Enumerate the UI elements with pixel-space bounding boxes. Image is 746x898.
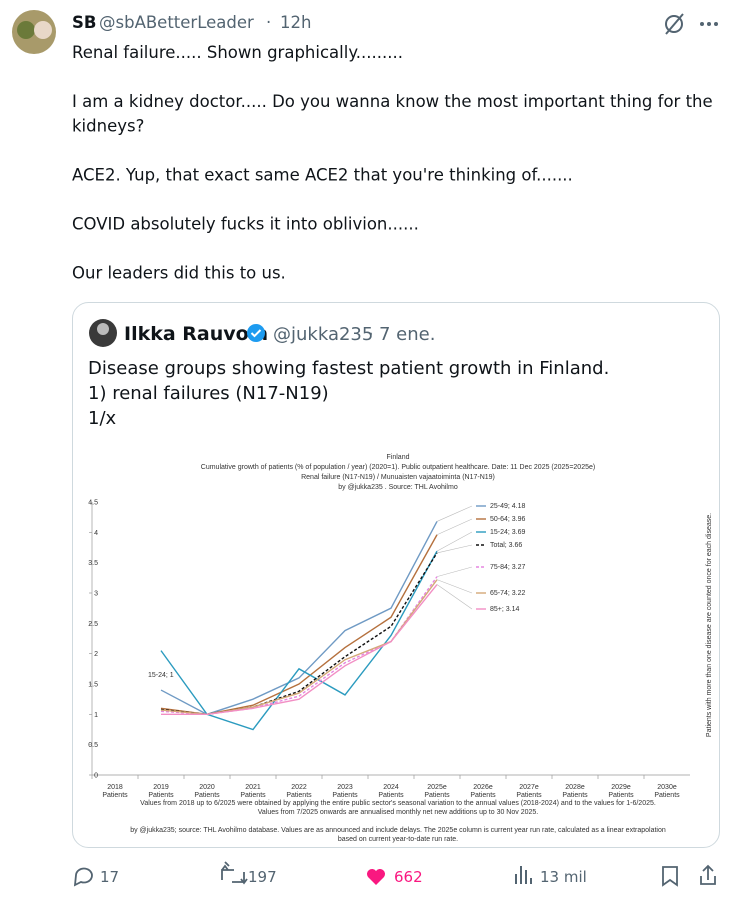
x-tick-sublabel: Patients (194, 792, 220, 799)
y-tick-label: 0 (94, 773, 98, 780)
footnote: Values from 2018 up to 6/2025 were obtai… (140, 800, 656, 807)
bookmark-icon[interactable] (662, 866, 678, 887)
x-tick-sublabel: Patients (102, 792, 128, 799)
x-tick-label: 2027e (519, 784, 539, 791)
y-tick-label: 3.5 (88, 560, 98, 567)
post-text-line: kidneys? (72, 117, 144, 136)
share-icon[interactable] (700, 864, 716, 885)
y2-axis-label: Patients with more than one disease are … (706, 513, 713, 737)
chart-subtitle: Renal failure (N17-N19) / Munuaisten vaj… (301, 474, 495, 481)
legend-label: Total; 3.66 (490, 542, 522, 549)
footnote: Values from 7/2025 onwards are annualise… (258, 809, 538, 816)
legend-label: 15-24; 3.69 (490, 529, 526, 536)
like-count[interactable]: 662 (394, 868, 423, 886)
leader-line (436, 584, 473, 610)
x-tick-label: 2018 (107, 784, 123, 791)
repost-icon[interactable] (221, 861, 248, 885)
separator: · (368, 324, 374, 345)
y-tick-label: 2 (94, 651, 98, 658)
x-tick-label: 2019 (153, 784, 169, 791)
repost-count[interactable]: 197 (248, 868, 277, 886)
x-tick-label: 2020 (199, 784, 215, 791)
post-text-line: I am a kidney doctor..... Do you wanna k… (72, 92, 713, 111)
post-text-line: ACE2. Yup, that exact same ACE2 that you… (72, 166, 573, 185)
footnote: based on current year-to-date run rate. (338, 836, 458, 843)
x-tick-label: 2026e (473, 784, 493, 791)
leader-line (436, 531, 473, 552)
views-count[interactable]: 13 mil (540, 868, 587, 886)
x-tick-sublabel: Patients (562, 792, 588, 799)
chart-background (88, 440, 706, 844)
leader-line (436, 544, 473, 554)
avatar-detail (17, 21, 35, 39)
quote-author-name[interactable]: Ilkka Rauvola (124, 323, 268, 345)
author-handle[interactable]: @sbABetterLeader (99, 13, 254, 32)
verified-badge (247, 324, 265, 342)
x-tick-sublabel: Patients (424, 792, 450, 799)
avatar-detail (34, 21, 52, 39)
x-tick-label: 2024 (383, 784, 399, 791)
post-text-line: Renal failure..... Shown graphically....… (72, 43, 403, 62)
reply-count[interactable]: 17 (100, 868, 119, 886)
quote-text-line: 1) renal failures (N17-N19) (88, 383, 329, 404)
chart-title: Finland (387, 454, 410, 461)
x-tick-sublabel: Patients (286, 792, 312, 799)
x-tick-sublabel: Patients (240, 792, 266, 799)
chart-subtitle: Cumulative growth of patients (% of popu… (201, 464, 595, 471)
more-icon[interactable] (700, 22, 718, 26)
post-text-line: Our leaders did this to us. (72, 264, 286, 283)
leader-line (436, 518, 473, 536)
legend-label: 75-84; 3.27 (490, 564, 526, 571)
y-tick-label: 4.5 (88, 500, 98, 507)
quote-text-line: Disease groups showing fastest patient g… (88, 358, 609, 379)
legend-label: 85+; 3.14 (490, 606, 519, 613)
quote-author-handle[interactable]: @jukka235 (273, 324, 373, 345)
footnote: by @jukka235; source: THL Avohilmo datab… (130, 827, 666, 834)
legend-label: 25-49; 4.18 (490, 503, 526, 510)
x-tick-label: 2021 (245, 784, 261, 791)
x-tick-label: 2030e (657, 784, 677, 791)
x-tick-sublabel: Patients (332, 792, 358, 799)
y-tick-label: 2.5 (88, 621, 98, 628)
legend-label: 50-64; 3.96 (490, 516, 526, 523)
y-tick-label: 1.5 (88, 682, 98, 689)
like-icon[interactable] (366, 869, 385, 885)
leader-line (436, 566, 473, 577)
leader-line (436, 579, 473, 594)
chart-subtitle: by @jukka235 . Source: THL Avohilmo (338, 484, 458, 491)
post-text-line: COVID absolutely fucks it into oblivion.… (72, 215, 419, 234)
chart-image: Finland Cumulative growth of patients (% … (88, 440, 713, 844)
x-tick-sublabel: Patients (378, 792, 404, 799)
y-tick-label: 3 (94, 591, 98, 598)
legend-label: 65-74; 3.22 (490, 590, 526, 597)
x-tick-sublabel: Patients (148, 792, 174, 799)
quote-time[interactable]: 7 ene. (379, 324, 435, 345)
y-tick-label: 4 (94, 530, 98, 537)
x-tick-sublabel: Patients (608, 792, 634, 799)
separator: · (266, 13, 271, 32)
series-line (161, 584, 438, 716)
author-name[interactable]: SB (72, 13, 96, 32)
leader-line (436, 505, 473, 522)
x-tick-label: 2022 (291, 784, 307, 791)
reply-icon[interactable] (73, 867, 93, 887)
quote-text-line: 1/x (88, 408, 117, 429)
x-tick-label: 2028e (565, 784, 585, 791)
x-tick-label: 2023 (337, 784, 353, 791)
post-time[interactable]: 12h (280, 13, 311, 32)
quote-avatar-detail (97, 323, 109, 335)
x-tick-sublabel: Patients (516, 792, 542, 799)
x-tick-sublabel: Patients (470, 792, 496, 799)
y-tick-label: 1 (94, 712, 98, 719)
y-tick-label: 0.5 (88, 742, 98, 749)
grok-icon[interactable] (665, 13, 684, 35)
x-tick-label: 2029e (611, 784, 631, 791)
views-icon[interactable] (515, 866, 532, 884)
x-tick-sublabel: Patients (654, 792, 680, 799)
annotation: 15-24; 1 (148, 672, 174, 679)
x-tick-label: 2025e (427, 784, 447, 791)
